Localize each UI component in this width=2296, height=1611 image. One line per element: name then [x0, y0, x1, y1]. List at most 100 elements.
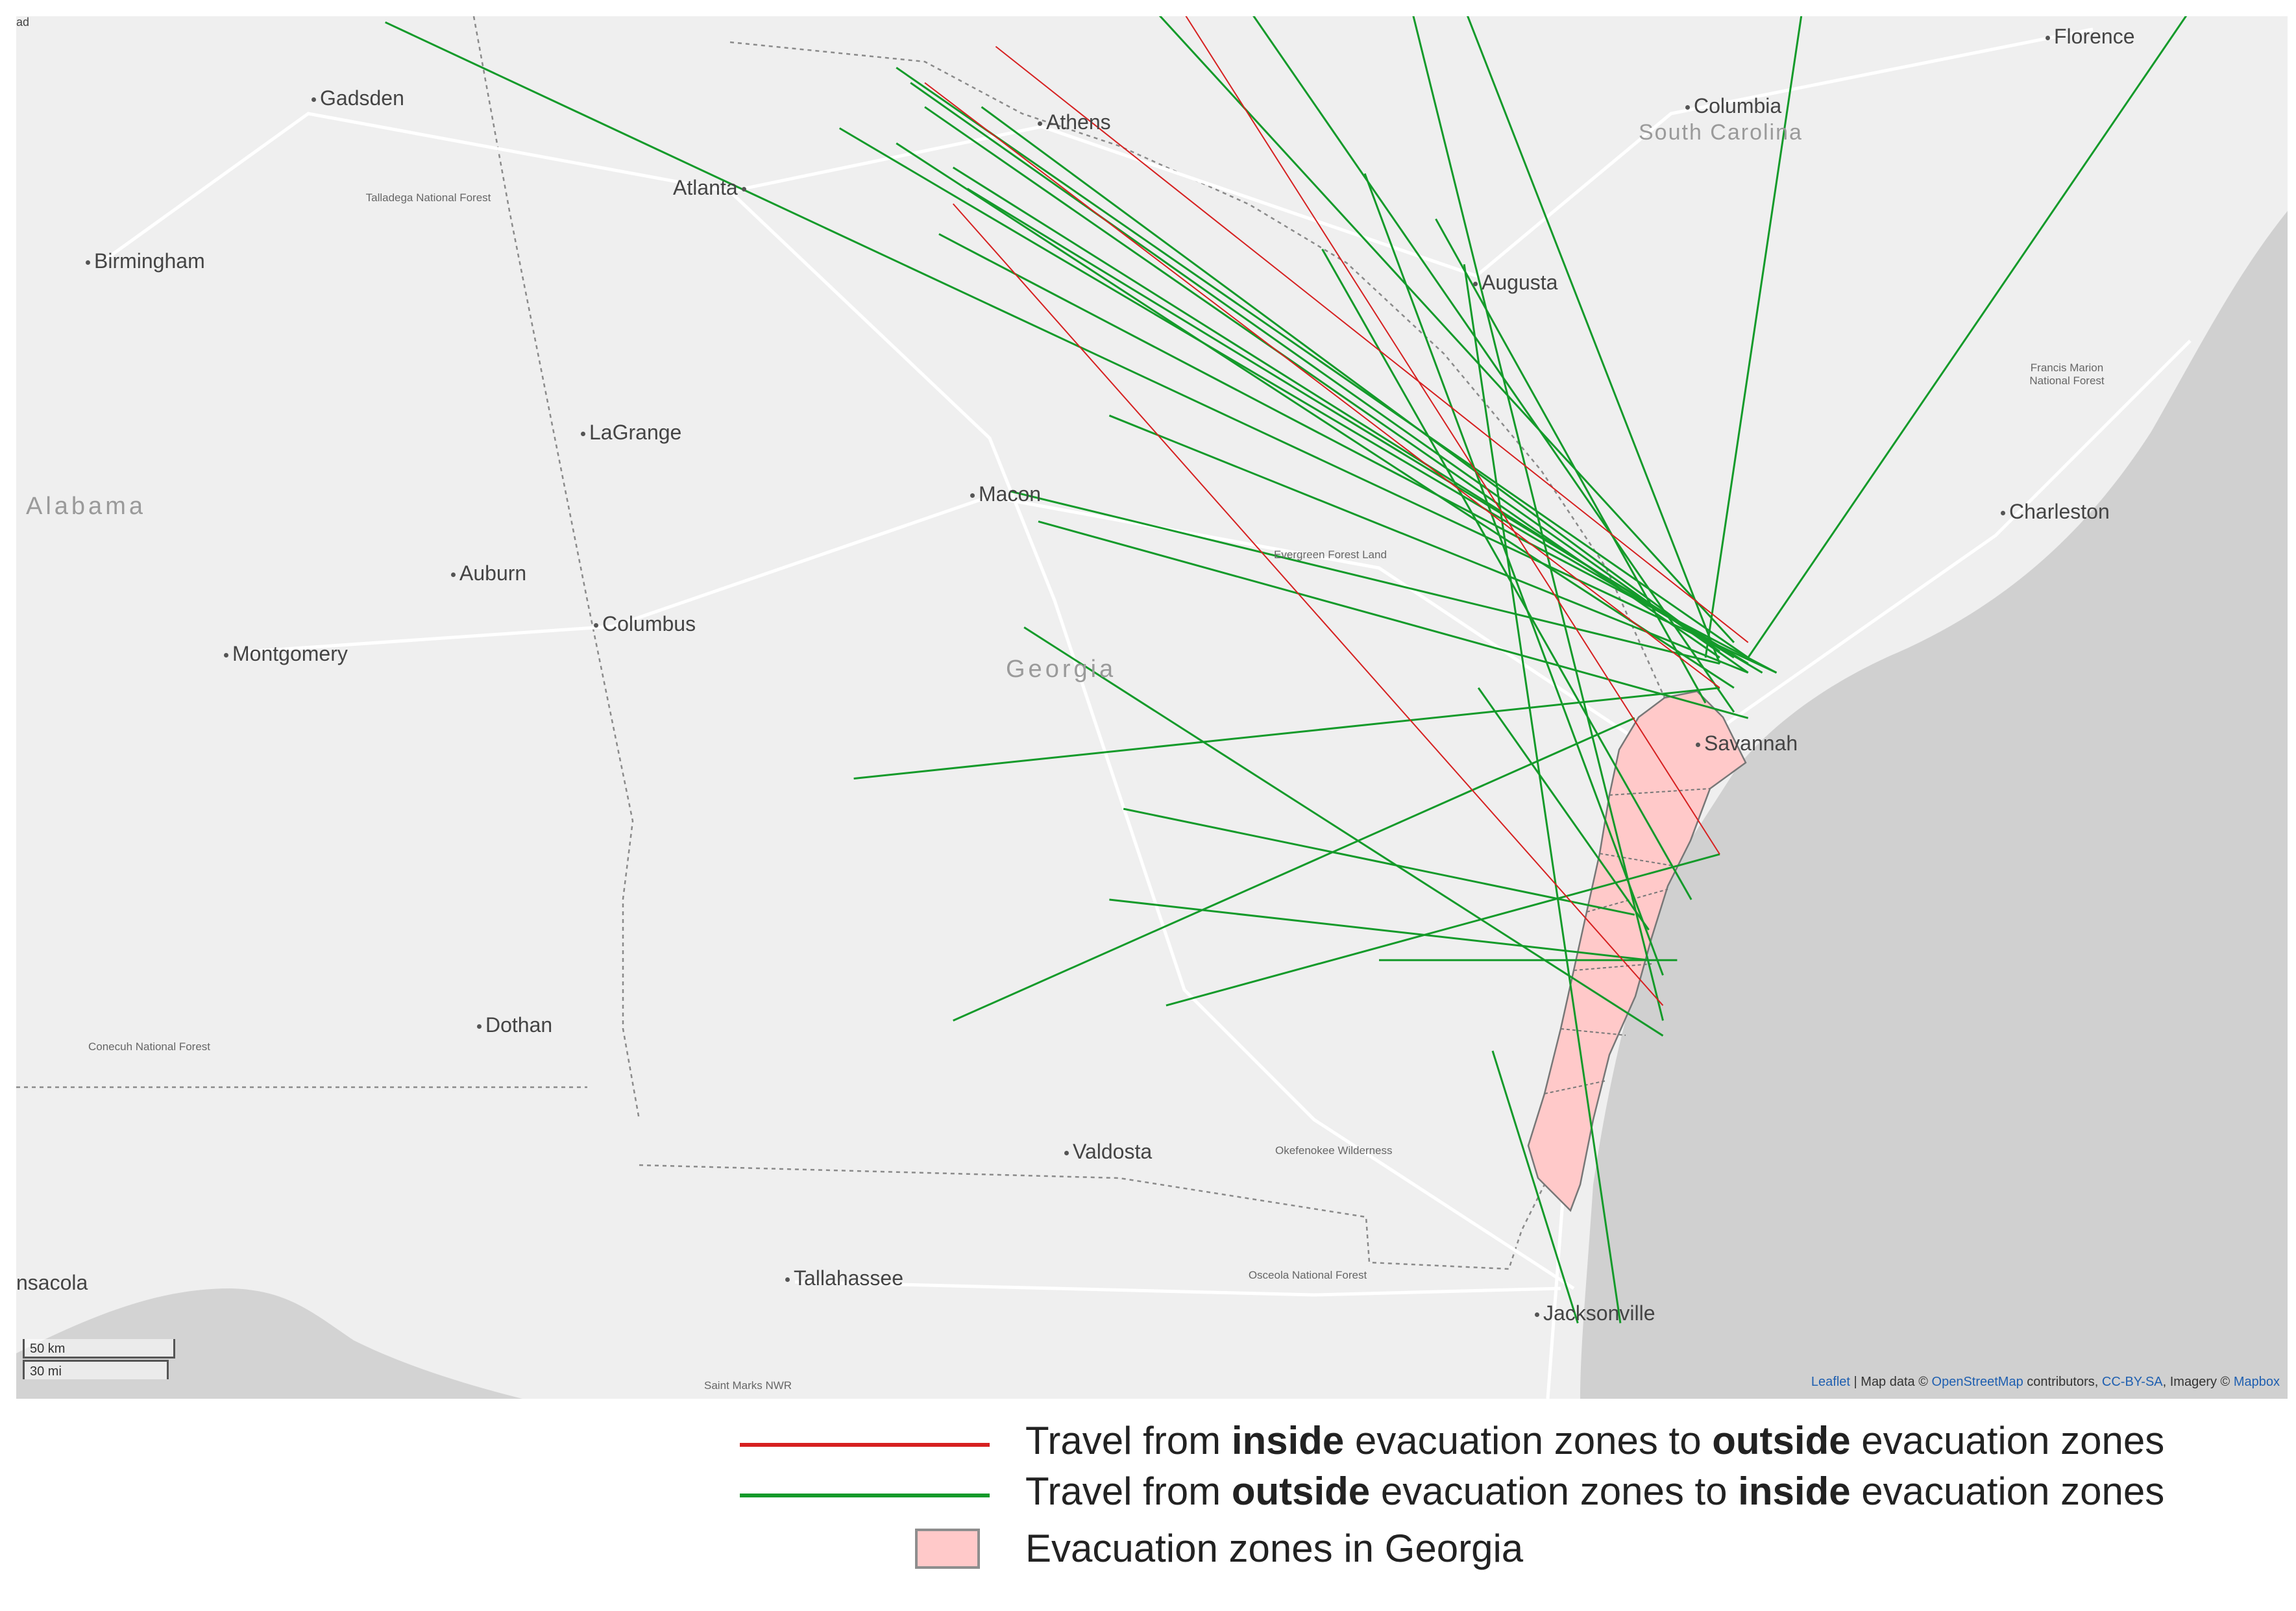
city-dot [2046, 36, 2050, 41]
city-label-birmingham: Birmingham [86, 251, 205, 271]
trip-line-outside-to-inside-9 [981, 106, 1720, 653]
leaflet-link[interactable]: Leaflet [1811, 1375, 1850, 1389]
city-label-charleston: Charleston [2001, 501, 2110, 522]
legend-swatch-red-line [740, 1443, 990, 1447]
legend-label-outside-to-inside: Travel from outside evacuation zones to … [1025, 1470, 2165, 1513]
trip-line-inside-to-outside-1 [1185, 16, 1720, 855]
trip-line-outside-to-inside-18 [1108, 414, 1749, 674]
trip-line-inside-to-outside-3 [924, 82, 1720, 689]
forest-label-osceola: Osceola National Forest [1248, 1269, 1367, 1281]
evacuation-zones [1527, 690, 1747, 1212]
city-dot [970, 493, 975, 498]
scale-bar-mi: 30 mi [23, 1360, 169, 1379]
legend-swatch-green-line [740, 1494, 990, 1497]
trip-line-outside-to-inside-3 [910, 82, 1749, 674]
osm-link[interactable]: OpenStreetMap [1931, 1375, 2023, 1389]
corner-label: ad [16, 16, 30, 29]
trip-line-outside-to-inside-5 [966, 188, 1749, 665]
trip-line-outside-to-inside-1 [896, 66, 1749, 659]
city-dot [86, 260, 90, 265]
city-label-savannah: Savannah [1696, 733, 1798, 754]
trips-outside-to-inside [385, 16, 2188, 1323]
city-dot [451, 572, 456, 578]
city-dot [1064, 1151, 1069, 1156]
city-dot [581, 432, 585, 437]
trip-line-inside-to-outside-2 [952, 203, 1664, 1006]
state-label-alabama: Alabama [26, 493, 146, 520]
city-dot [1473, 282, 1478, 287]
city-label-columbia: Columbia [1685, 95, 1781, 116]
trip-line-outside-to-inside-30 [1491, 1050, 1579, 1323]
trip-line-outside-to-inside-15 [1747, 16, 2188, 658]
trip-line-outside-to-inside-19 [1009, 490, 1720, 665]
city-label-tallahassee: Tallahassee [785, 1268, 903, 1288]
forest-label-okefenokee: Okefenokee Wilderness [1275, 1144, 1393, 1157]
map-canvas [16, 16, 2288, 1399]
city-dot [311, 97, 316, 103]
trip-line-outside-to-inside-17 [1321, 249, 1692, 900]
trip-line-outside-to-inside-7 [924, 106, 1720, 659]
city-label-auburn: Auburn [451, 563, 526, 584]
forest-label-saint-marks: Saint Marks NWR [704, 1379, 792, 1392]
legend-label-evacuation-zones: Evacuation zones in Georgia [1025, 1527, 1524, 1570]
attrib-imagery: , Imagery © [2162, 1375, 2234, 1389]
city-dot [477, 1024, 482, 1029]
trip-line-outside-to-inside-6 [938, 233, 1777, 674]
city-dot [1535, 1312, 1539, 1318]
ocean [1580, 211, 2288, 1399]
trip-line-outside-to-inside-11 [1252, 16, 1735, 713]
city-dot [1685, 105, 1690, 110]
legend-swatch-zone [915, 1529, 980, 1569]
trip-line-outside-to-inside-21 [1023, 626, 1664, 1037]
roads [99, 27, 2192, 1399]
city-label-florence: Florence [2046, 26, 2135, 47]
trip-line-outside-to-inside-10 [1158, 16, 1735, 643]
city-label-gadsden: Gadsden [311, 88, 404, 108]
trip-line-outside-to-inside-26 [1477, 687, 1650, 931]
city-dot [785, 1277, 790, 1283]
trip-line-outside-to-inside-12 [1412, 16, 1664, 1021]
city-label-atlanta: Atlanta [673, 177, 746, 198]
forest-label-francis-marion: Francis Marion National Forest [2029, 362, 2105, 387]
trip-line-inside-to-outside-0 [995, 45, 1749, 643]
trip-line-outside-to-inside-8 [896, 142, 1735, 689]
state-label-georgia: Georgia [1006, 656, 1117, 683]
city-dot [1038, 121, 1042, 127]
trip-line-outside-to-inside-24 [1109, 898, 1649, 961]
city-label-columbus: Columbus [594, 613, 696, 634]
map-view[interactable]: Gadsden Birmingham Atlanta Athens Columb… [16, 16, 2288, 1399]
city-label-dothan: Dothan [477, 1015, 552, 1035]
map-attribution: Leaflet | Map data © OpenStreetMap contr… [1811, 1375, 2280, 1390]
mapbox-link[interactable]: Mapbox [2233, 1375, 2280, 1389]
trip-line-outside-to-inside-16 [1435, 218, 1707, 704]
city-label-jacksonville: Jacksonville [1535, 1303, 1655, 1323]
scale-bar-km: 50 km [23, 1339, 175, 1359]
trip-line-outside-to-inside-22 [853, 687, 1720, 780]
forest-label-evergreen: Evergreen Forest Land [1274, 548, 1387, 561]
city-label-macon: Macon [970, 484, 1041, 504]
state-borders [16, 16, 1666, 1270]
trips-inside-to-outside [924, 16, 1749, 1006]
city-label-pensacola: nsacola [16, 1271, 88, 1294]
city-dot [2001, 511, 2005, 516]
city-label-montgomery: Montgomery [224, 643, 348, 664]
trip-line-outside-to-inside-14 [1704, 16, 1803, 658]
trip-line-outside-to-inside-23 [1123, 807, 1635, 916]
forest-label-conecuh: Conecuh National Forest [88, 1040, 211, 1053]
cc-link[interactable]: CC-BY-SA [2101, 1375, 2163, 1389]
attrib-sep: | Map data © [1850, 1375, 1932, 1389]
city-dot [594, 623, 598, 628]
city-label-augusta: Augusta [1473, 272, 1557, 293]
city-label-lagrange: LaGrange [581, 422, 681, 443]
trip-line-outside-to-inside-2 [838, 127, 1763, 674]
trip-line-outside-to-inside-31 [1363, 173, 1664, 976]
legend-label-inside-to-outside: Travel from inside evacuation zones to o… [1025, 1419, 2165, 1462]
trip-line-outside-to-inside-13 [1467, 16, 1721, 664]
attrib-mid: contributors, [2023, 1375, 2102, 1389]
city-dot [1696, 743, 1700, 748]
trip-line-outside-to-inside-25 [953, 717, 1635, 1022]
trip-line-outside-to-inside-20 [1038, 520, 1749, 719]
city-label-athens: Athens [1038, 112, 1111, 132]
forest-label-talladega: Talladega National Forest [365, 191, 491, 204]
city-dot [741, 187, 746, 192]
